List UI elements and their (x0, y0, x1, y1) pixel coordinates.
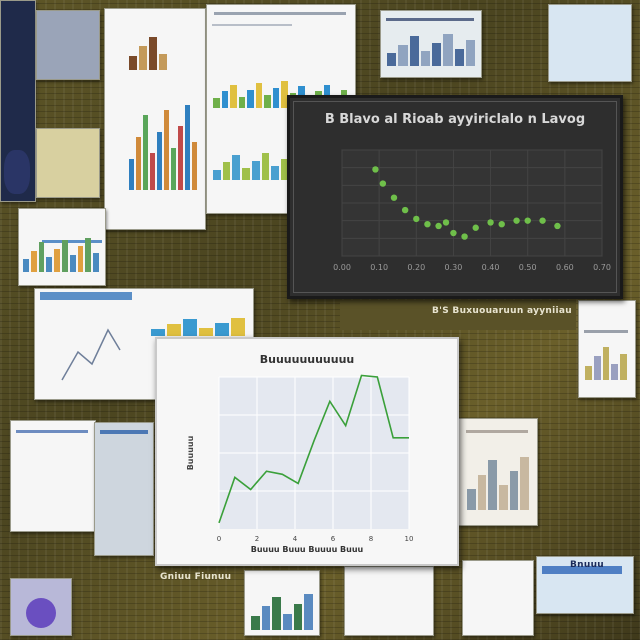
x-tick-label: 0.10 (370, 263, 388, 272)
x-tick-label: 6 (331, 535, 336, 543)
dark-chart-title: B Blavo al Rioab ayyiriclalo n Lavog (324, 112, 586, 127)
x-tick-label: 0.60 (556, 263, 574, 272)
pinned-paper (380, 10, 482, 78)
dark-chart-plot: 0.00 0.10 0.20 0.30 0.40 0.50 0.60 0.70 (333, 149, 611, 272)
x-tick-label: 0.20 (407, 263, 425, 272)
x-tick-label: 0.00 (333, 263, 351, 272)
pinned-paper (458, 418, 538, 526)
pinned-paper (36, 10, 100, 80)
pinned-paper (94, 422, 154, 556)
scatter-point (435, 222, 442, 230)
x-tick-label: 4 (293, 535, 298, 543)
chart-frame (293, 101, 617, 293)
caption-bottom-left: Gniuu Fiunuu (160, 572, 232, 582)
x-tick-label: 8 (369, 535, 373, 543)
series-line (218, 374, 409, 524)
scatter-point (372, 166, 379, 173)
scatter-point (472, 224, 479, 231)
scatter-point (413, 215, 420, 223)
scatter-point (450, 229, 457, 237)
y-axis-label: Buuuuu (186, 435, 195, 470)
x-tick-label: 0.40 (482, 263, 500, 272)
caption-mid-right: B'S Buxuouaruun ayyniiau (432, 306, 572, 316)
pinned-paper (104, 8, 206, 230)
scatter-point (554, 222, 561, 230)
pinned-paper (578, 300, 636, 398)
dark-scatter-chart: B Blavo al Rioab ayyiriclalo n Lavog 0.0… (287, 95, 623, 299)
pinned-paper (536, 556, 634, 614)
x-tick-label: 0 (217, 535, 221, 543)
pinned-paper (462, 560, 534, 636)
scatter-point (379, 180, 387, 187)
scatter-point (498, 221, 505, 228)
scatter-point (539, 217, 546, 224)
avatar (4, 150, 30, 194)
scatter-point (424, 221, 431, 228)
x-tick-label: 0.50 (519, 263, 537, 272)
pinned-paper (548, 4, 632, 82)
x-tick-label: 2 (255, 535, 259, 543)
scatter-point (513, 217, 520, 224)
x-tick-label: 0.70 (593, 263, 611, 272)
scatter-point (401, 206, 409, 214)
light-chart-xlabel: Buuuu Buuu Buuuu Buuu (250, 545, 364, 554)
pinned-paper (244, 570, 320, 636)
scatter-point (390, 194, 398, 201)
pinned-paper (340, 300, 576, 330)
pinned-paper (344, 566, 434, 636)
scatter-point (461, 233, 468, 240)
x-tick-label: 10 (405, 535, 414, 543)
x-tick-label: 0.30 (445, 263, 463, 272)
light-chart-title: Buuuuuuuuuuu (259, 353, 355, 366)
pinned-paper (10, 420, 96, 532)
scatter-point (487, 219, 494, 226)
caption-bottom-right: Bnuuu (570, 560, 604, 570)
pinned-paper (36, 128, 100, 198)
pinned-paper (18, 208, 106, 286)
scatter-point (524, 217, 531, 224)
avatar (26, 598, 56, 628)
light-chart-plot: 0 2 4 6 8 10 Buuuuu (186, 374, 414, 543)
scatter-point (442, 219, 450, 226)
light-line-chart: Buuuuuuuuuuu 0 2 4 6 8 10 Buuuuu Buuuu Buuu Bu… (155, 337, 459, 566)
